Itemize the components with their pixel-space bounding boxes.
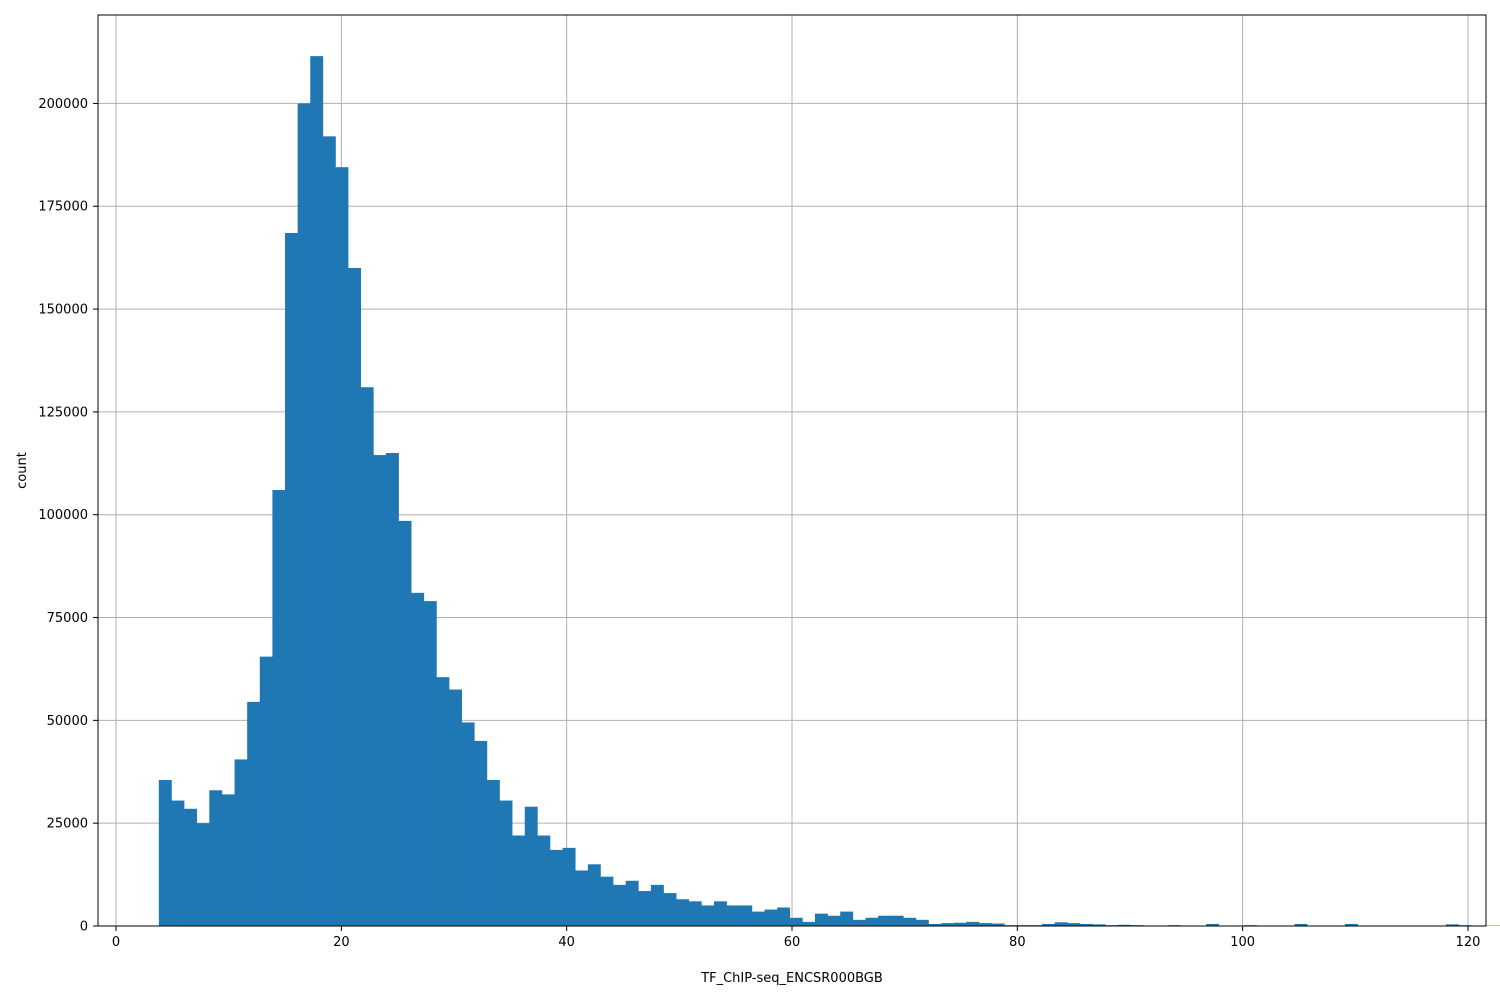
x-tick-label: 100 [1230,935,1255,950]
y-tick-label: 0 [80,920,88,935]
histogram-bar [1294,923,1308,926]
histogram-bar [234,759,248,926]
histogram-bars [158,56,1500,927]
x-axis-label: TF_ChIP-seq_ENCSR000BGB [700,971,883,986]
histogram-bar [158,779,172,926]
y-tick-label: 25000 [47,817,88,832]
histogram-bar [701,905,715,926]
histogram-bar [385,453,399,926]
histogram-bar [663,893,677,926]
histogram-bar [865,917,879,926]
histogram-bar [991,923,1005,926]
histogram-bar [638,891,652,926]
histogram-bar [550,849,563,926]
x-tick-label: 20 [333,935,350,950]
histogram-bar [1344,923,1358,926]
x-tick-label: 40 [558,935,575,950]
histogram-bar [878,915,891,926]
y-tick-label: 125000 [38,405,88,420]
histogram-bar [789,917,803,926]
histogram-bar [1092,924,1106,926]
y-tick-label: 150000 [38,303,88,318]
histogram-bar [512,835,526,926]
histogram-bar [676,899,690,926]
histogram-bar [221,794,235,926]
y-tick-label: 175000 [38,200,88,215]
histogram-bar [575,870,589,926]
histogram-bar [373,455,387,926]
histogram-bar [259,656,273,926]
histogram-bar [537,835,551,926]
y-tick-label: 75000 [47,611,88,626]
x-axis: 0 20 40 60 80 100 120 [112,926,1481,950]
histogram-bar [196,823,210,926]
histogram-bar [688,901,702,926]
histogram-bar [587,864,601,926]
histogram-bar [714,901,727,926]
histogram-bar [360,387,374,926]
histogram-bar [297,103,311,926]
histogram-bar [335,167,349,926]
histogram-bar [941,923,955,926]
histogram-bar [449,689,462,926]
y-axis: 0 25000 50000 75000 100000 125000 150000 175000… [38,97,98,935]
histogram-bar [398,520,412,926]
histogram-bar [764,909,778,926]
histogram-bar [1445,924,1459,926]
histogram-bar [802,921,816,926]
histogram-bar [322,136,336,926]
x-tick-label: 80 [1009,935,1026,950]
y-tick-label: 200000 [38,97,88,112]
histogram-bar [1067,923,1081,926]
histogram-bar [411,592,425,926]
histogram-bar [184,808,197,926]
histogram-bar [979,923,992,926]
y-tick-label: 100000 [38,508,88,523]
histogram-bar [613,884,627,926]
histogram-bar [852,919,866,926]
x-tick-label: 0 [112,935,120,950]
histogram-bar [953,922,967,926]
histogram-bar [1079,923,1093,926]
histogram-bar [423,601,437,926]
histogram-bar [247,701,261,926]
histogram-bar [1054,922,1068,926]
histogram-bar [474,740,488,926]
histogram-bar [739,905,753,926]
histogram-bar [272,490,286,926]
histogram-bar [1206,923,1220,926]
y-tick-label: 50000 [47,714,88,729]
histogram-bar [814,913,828,926]
histogram-bar [524,806,538,926]
histogram-bar [436,677,450,926]
histogram-bar [650,884,664,926]
histogram-bar [625,880,639,926]
histogram-bar [348,267,362,927]
histogram-bar [915,919,929,926]
x-tick-label: 60 [784,935,801,950]
histogram-bar [310,56,324,927]
histogram-bar [461,722,475,926]
histogram-bar [777,907,791,926]
histogram-bar [751,911,765,926]
histogram-bar [209,790,223,926]
histogram-bar [890,915,904,926]
y-axis-label: count [15,452,30,489]
histogram-bar [840,911,854,926]
x-tick-label: 120 [1456,935,1481,950]
histogram-bar [827,915,841,926]
histogram-bar [928,923,942,926]
histogram-bar [562,847,576,926]
histogram-bar [903,917,917,926]
histogram-bar [600,876,614,926]
histogram-bar [499,800,513,926]
histogram-bar [285,232,298,927]
histogram-bar [1042,923,1056,926]
histogram-bar [726,905,740,926]
histogram-bar [1117,924,1131,926]
histogram-bar [171,800,185,926]
histogram-bar [966,921,980,926]
histogram-bar [486,779,500,926]
